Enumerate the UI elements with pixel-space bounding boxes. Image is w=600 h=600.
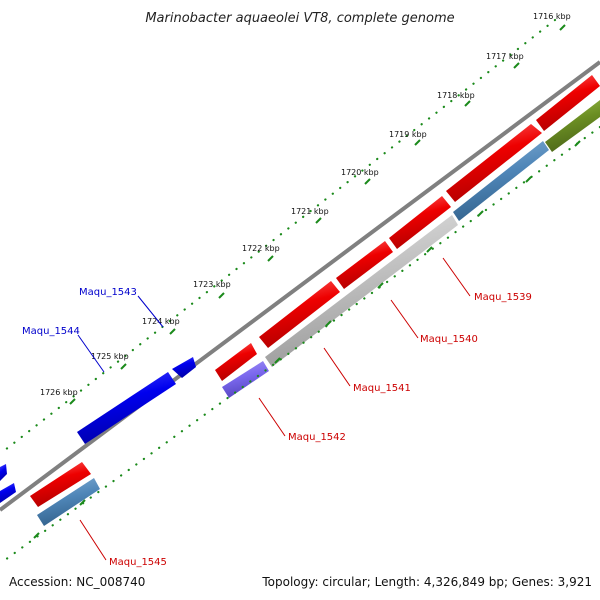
tick-label-1718: 1718 kbp (437, 91, 475, 100)
map-title: Marinobacter aquaeolei VT8, complete gen… (145, 11, 454, 26)
leader-maqu-1542 (258, 397, 286, 437)
tick-label-1726: 1726 kbp (40, 388, 78, 397)
forward-strand-features (30, 75, 600, 507)
feature-steel-1545 (37, 478, 100, 526)
tick-label-1723: 1723 kbp (193, 280, 231, 289)
tick-label-1720: 1720 kbp (341, 168, 379, 177)
label-maqu-1545: Maqu_1545 (109, 557, 167, 568)
reverse-strand-features (0, 100, 600, 526)
cds-maqu-1539 (536, 75, 600, 131)
label-maqu-1540: Maqu_1540 (420, 334, 478, 345)
feature-steel-1539 (453, 141, 549, 221)
label-maqu-1544: Maqu_1544 (22, 326, 80, 337)
cds-maqu-1545 (30, 462, 91, 507)
label-maqu-1539: Maqu_1539 (474, 292, 532, 303)
cds-maqu-1543 (172, 357, 196, 378)
cds-upper-4 (259, 281, 340, 348)
inner-major-ticks (33, 140, 581, 539)
accession-text: Accession: NC_008740 (9, 575, 145, 589)
outer-tick-ring (3, 18, 557, 452)
tick-label-1721: 1721 kbp (291, 207, 329, 216)
leader-maqu-1543 (137, 295, 164, 328)
tick-label-1719: 1719 kbp (389, 130, 427, 139)
inner-tick-ring (3, 125, 600, 562)
cds-maqu-1544 (77, 372, 176, 444)
cds-upper-5 (215, 343, 257, 381)
leader-maqu-1539 (442, 257, 471, 297)
feature-olive (545, 100, 600, 152)
tick-label-1717: 1717 kbp (486, 52, 524, 61)
feature-purple-1542 (222, 361, 269, 398)
tick-label-1716: 1716 kbp (533, 12, 571, 21)
label-maqu-1542: Maqu_1542 (288, 432, 346, 443)
cds-left-2 (0, 483, 16, 503)
leader-maqu-1541 (323, 347, 351, 387)
leader-maqu-1544 (77, 334, 105, 373)
cds-upper-3 (336, 241, 393, 289)
feature-grey-1540 (265, 215, 458, 367)
cds-upper-2 (389, 196, 451, 249)
cds-maqu-1540-upper (446, 124, 542, 202)
leader-maqu-1545 (79, 519, 107, 561)
outer-major-ticks (69, 24, 566, 405)
cds-left-1 (0, 464, 7, 481)
tick-label-1724: 1724 kbp (142, 317, 180, 326)
tick-label-1725: 1725 kbp (91, 352, 129, 361)
genome-backbone (0, 60, 600, 512)
label-maqu-1541: Maqu_1541 (353, 383, 411, 394)
label-leaders (77, 257, 471, 561)
label-maqu-1543: Maqu_1543 (79, 287, 137, 298)
leader-maqu-1540 (390, 299, 419, 339)
summary-text: Topology: circular; Length: 4,326,849 bp… (261, 575, 592, 589)
tick-label-1722: 1722 kbp (242, 244, 280, 253)
